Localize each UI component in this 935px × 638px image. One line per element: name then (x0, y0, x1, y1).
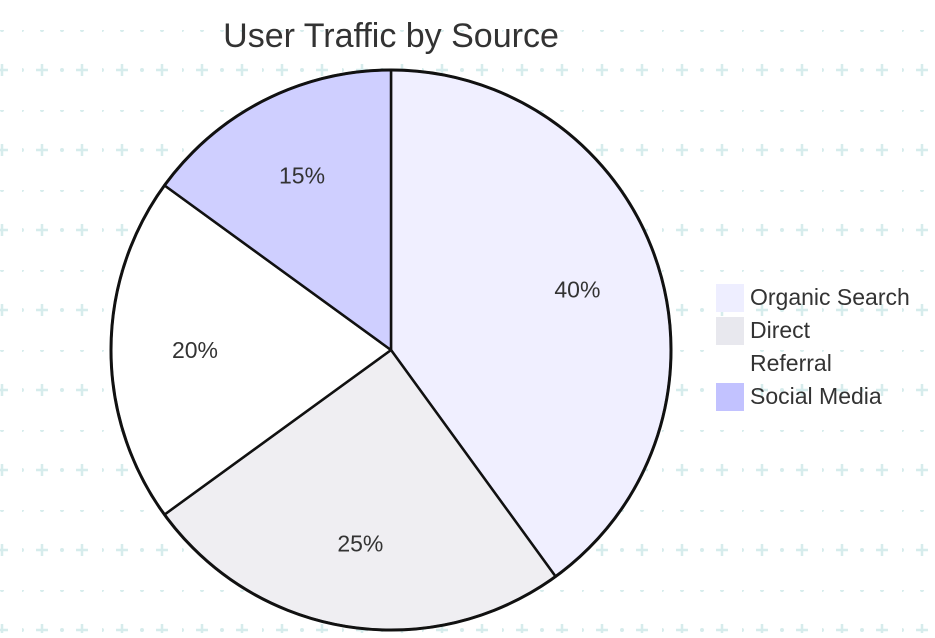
pie-outline (109, 68, 673, 632)
legend-swatch (716, 284, 744, 312)
pie-data-label: 40% (554, 276, 600, 302)
legend-swatch (716, 383, 744, 411)
legend-swatch (716, 317, 744, 345)
pie-slices (109, 68, 673, 632)
legend-label: Organic Search (750, 284, 910, 310)
chart-title: User Traffic by Source (223, 17, 559, 55)
legend-item[interactable]: Direct (716, 317, 811, 345)
legend-item[interactable]: Organic Search (716, 284, 910, 312)
pie-data-label: 25% (337, 531, 383, 557)
pie-data-label: 20% (172, 337, 218, 363)
legend-swatch (716, 350, 744, 378)
legend-item[interactable]: Social Media (716, 383, 882, 411)
pie-data-label: 15% (279, 162, 325, 188)
legend-label: Referral (750, 350, 832, 376)
legend-label: Direct (750, 317, 811, 343)
legend-item[interactable]: Referral (716, 350, 832, 378)
pie-data-labels: 40% 25% 20% 15% (172, 162, 600, 556)
legend: Organic Search Direct Referral Social Media (716, 284, 910, 411)
legend-label: Social Media (750, 383, 882, 409)
